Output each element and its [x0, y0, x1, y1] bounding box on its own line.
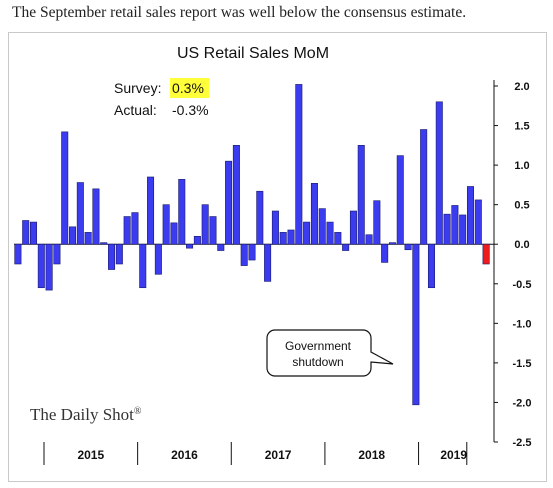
bar	[396, 155, 404, 245]
bar	[178, 179, 186, 245]
y-tick-label: 0.5	[514, 200, 529, 212]
callout-bubble	[266, 329, 394, 377]
bar	[123, 216, 131, 245]
bar	[170, 222, 178, 245]
bar	[264, 243, 272, 282]
bar	[201, 204, 209, 245]
bar	[45, 243, 53, 291]
bar	[53, 243, 61, 265]
y-tick-label: 0.0	[514, 239, 529, 251]
bar	[388, 242, 396, 245]
bar	[318, 208, 326, 245]
brand-logo: The Daily Shot®	[30, 405, 142, 424]
year-label: 2017	[265, 448, 292, 462]
bar	[349, 210, 357, 245]
bar	[474, 199, 482, 245]
shutdown-callout: Government shutdown	[266, 329, 394, 377]
actual-label: Actual:	[114, 102, 157, 118]
bar	[61, 131, 69, 245]
axis-layer: 2.0 1.5 1.0 0.5 0.0 -0.5 -1.0 -1.5 -2.0 -2.5 2015 2…	[14, 80, 531, 465]
bar	[92, 188, 100, 245]
bar	[271, 210, 279, 245]
year-label: 2015	[77, 448, 104, 462]
bar	[404, 243, 412, 251]
y-tick-label: -1.5	[513, 358, 532, 370]
bar	[209, 216, 217, 245]
bar	[30, 221, 38, 245]
bar	[256, 190, 264, 245]
bar	[459, 214, 467, 245]
y-tick-label: -2.5	[513, 437, 532, 449]
y-tick-label: -2.0	[513, 397, 532, 409]
year-label: 2016	[171, 448, 198, 462]
bar	[186, 243, 194, 249]
bar	[287, 229, 295, 245]
y-tick-label: 1.5	[514, 121, 529, 133]
bar	[131, 212, 139, 245]
bar	[373, 200, 381, 245]
bar	[14, 243, 22, 265]
year-label: 2019	[440, 448, 467, 462]
callout-line1: Government	[285, 339, 352, 353]
bar	[100, 242, 108, 245]
bar	[217, 243, 225, 251]
bar	[154, 243, 162, 275]
bar	[37, 243, 45, 289]
survey-value: 0.3%	[172, 80, 204, 96]
bar	[342, 243, 350, 251]
survey-highlight	[170, 78, 209, 98]
bar	[303, 221, 311, 245]
bar-latest	[482, 243, 490, 265]
bar	[310, 183, 318, 245]
y-tick-label: 1.0	[514, 160, 529, 172]
bar	[381, 243, 389, 263]
bar	[76, 182, 84, 245]
bar	[295, 84, 303, 245]
bar	[412, 243, 420, 406]
year-label: 2018	[358, 448, 385, 462]
bar	[139, 243, 147, 289]
bar	[435, 101, 443, 245]
bar	[69, 226, 77, 245]
caption: The September retail sales report was we…	[12, 4, 467, 21]
bar	[334, 232, 342, 245]
bar	[248, 243, 256, 261]
bar	[466, 186, 474, 245]
bar	[108, 243, 116, 270]
actual-value: -0.3%	[172, 102, 209, 118]
chart-frame	[8, 32, 547, 482]
bar-layer	[14, 84, 490, 406]
y-tick-label: -1.0	[513, 318, 532, 330]
bar	[225, 160, 233, 245]
bar	[240, 243, 248, 266]
bar	[443, 213, 451, 245]
bar	[162, 204, 170, 245]
bar	[279, 232, 287, 245]
bar	[22, 220, 30, 245]
bar	[420, 129, 428, 245]
bar	[427, 243, 435, 289]
chart-title: US Retail Sales MoM	[177, 45, 329, 62]
y-tick-label: 2.0	[514, 81, 529, 93]
y-tick-label: -0.5	[513, 279, 532, 291]
bar	[147, 176, 155, 245]
callout-line2: shutdown	[292, 355, 343, 369]
bar	[84, 232, 92, 245]
bar	[451, 205, 459, 245]
bar	[326, 221, 334, 245]
bar	[232, 145, 240, 245]
bar	[193, 236, 201, 245]
survey-label: Survey:	[114, 80, 161, 96]
bar	[115, 243, 123, 265]
bar	[365, 234, 373, 245]
bar	[357, 145, 365, 245]
